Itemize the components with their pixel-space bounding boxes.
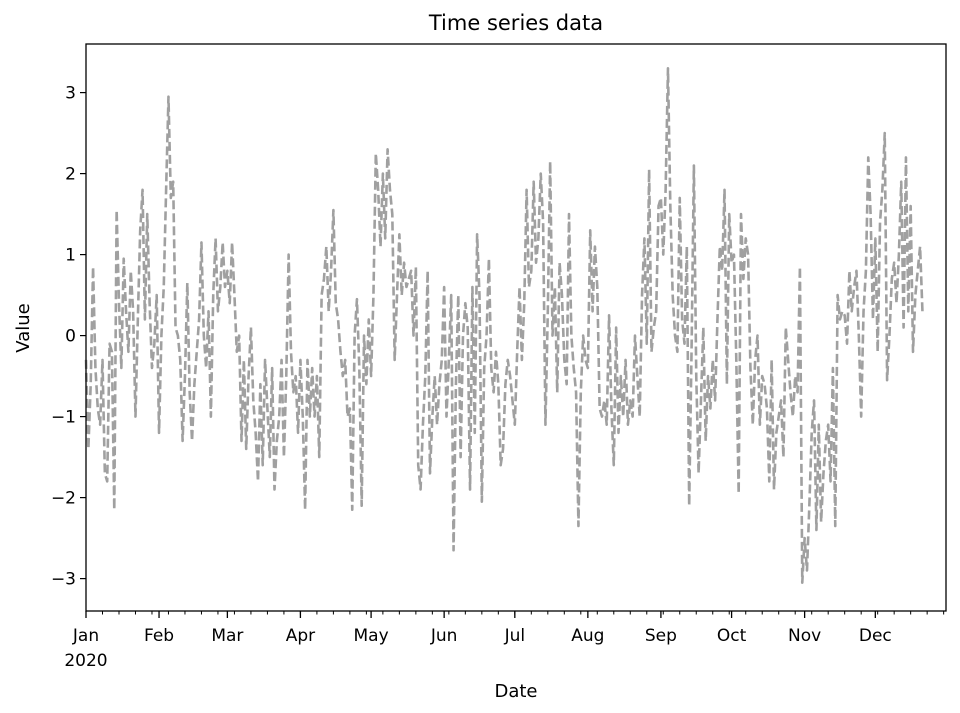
x-tick-label: Feb [144,626,174,646]
y-tick-label: −1 [51,408,76,428]
axis-ticks: −3 −2 −1 0 1 2 3 Jan Feb Mar Apr May Jun Jul Aug Sep Oct… [51,84,945,671]
x-tick-label: Nov [788,626,821,646]
x-year-label: 2020 [64,651,107,671]
y-tick-label: 3 [65,84,76,104]
x-tick-label: May [354,626,389,646]
series-line-0 [84,67,924,584]
x-tick-label: Jan [72,626,99,646]
plot-area [84,67,924,584]
y-tick-label: 2 [65,165,76,185]
y-tick-label: 0 [65,327,76,347]
x-tick-label: Aug [571,626,604,646]
x-tick-label: Jul [504,626,526,646]
x-tick-label: Apr [286,626,315,646]
x-tick-label: Jun [430,626,458,646]
x-tick-label: Sep [645,626,677,646]
y-tick-label: −3 [51,570,76,590]
x-tick-label: Mar [211,626,243,646]
x-tick-label: Oct [717,626,747,646]
y-tick-label: 1 [65,246,76,266]
chart-title: Time series data [428,11,603,35]
y-axis-label: Value [13,303,34,352]
x-axis-label: Date [494,681,537,702]
x-tick-label: Dec [859,626,892,646]
plot-frame [85,43,947,612]
y-tick-label: −2 [51,489,76,509]
